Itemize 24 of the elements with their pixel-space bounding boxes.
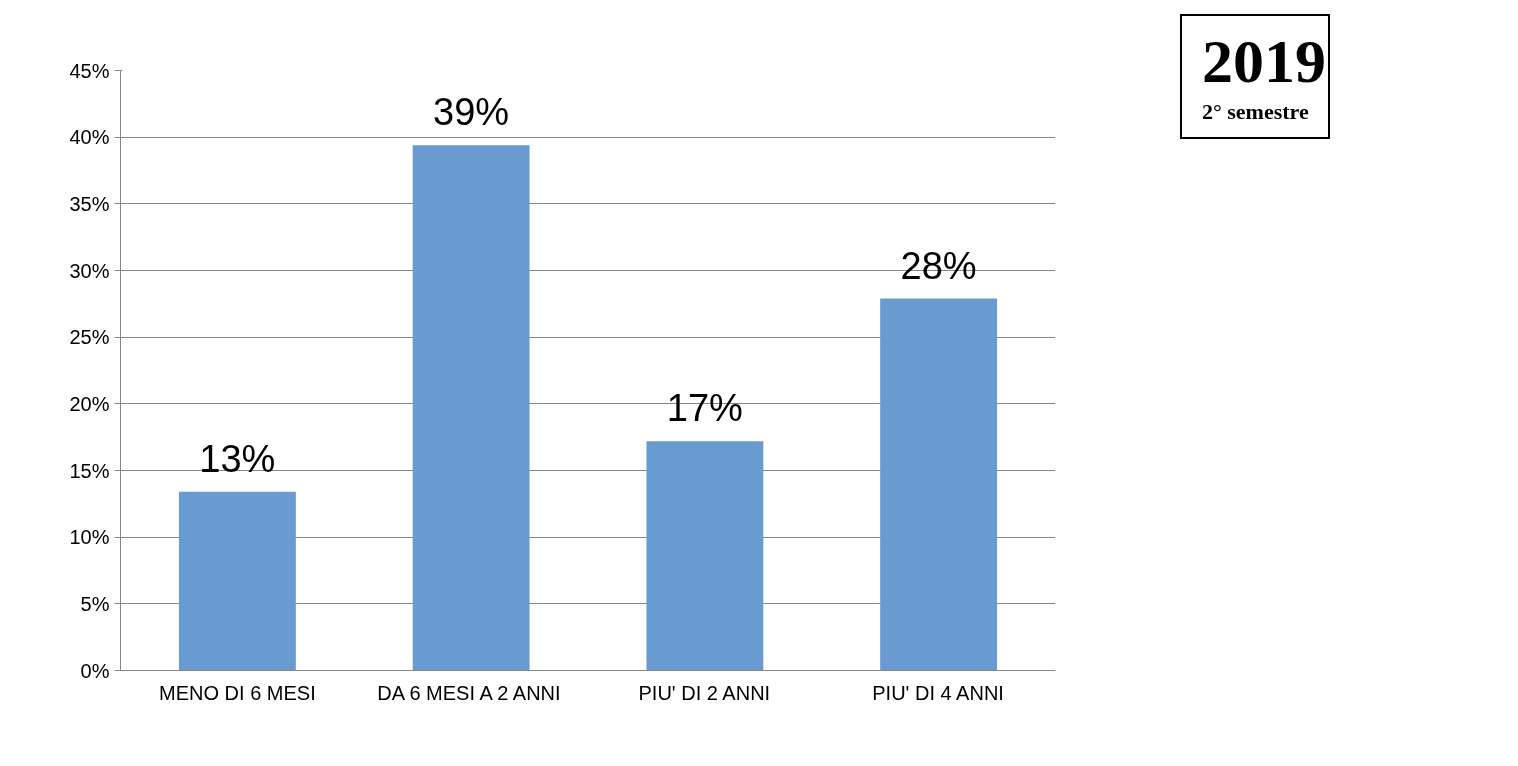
bar — [412, 145, 530, 671]
text: 2019 — [1202, 26, 1326, 96]
bar — [646, 441, 764, 671]
data-label: 17% — [666, 387, 743, 430]
data-label: 39% — [433, 91, 510, 134]
bar — [880, 298, 998, 671]
data-label: 28% — [900, 244, 977, 287]
y-tick-label: 25% — [69, 326, 110, 349]
y-tick-label: 35% — [69, 192, 110, 215]
y-tick-label: 40% — [69, 126, 110, 149]
y-tick-label: 15% — [69, 459, 110, 482]
y-tick-label: 5% — [80, 592, 110, 615]
y-tick-label: 20% — [69, 392, 110, 415]
x-tick-label: DA 6 MESI A 2 ANNI — [377, 681, 561, 704]
y-tick-label: 45% — [69, 59, 110, 82]
y-tick-label: 30% — [69, 259, 110, 282]
text: 2° semestre — [1202, 98, 1309, 126]
data-label: 13% — [199, 437, 276, 480]
y-tick-label: 10% — [69, 526, 110, 549]
bar — [178, 491, 296, 671]
x-tick-label: PIU' DI 4 ANNI — [872, 681, 1004, 704]
x-tick-label: PIU' DI 2 ANNI — [638, 681, 771, 704]
x-tick-label: MENO DI 6 MESI — [159, 681, 316, 704]
y-tick-label: 0% — [80, 659, 110, 682]
